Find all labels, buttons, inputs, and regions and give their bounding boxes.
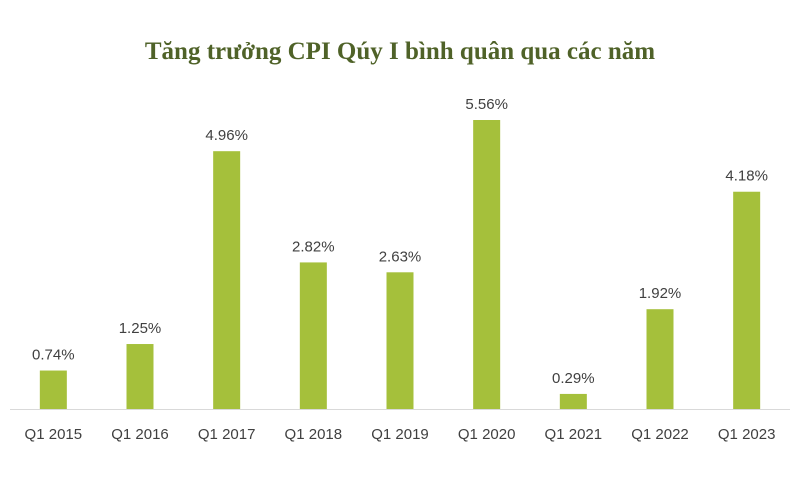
data-label: 5.56% — [465, 96, 508, 113]
chart-title: Tăng trưởng CPI Qúy I bình quân qua các … — [144, 38, 656, 65]
tick-labels-group: Q1 2015 Q1 2016 Q1 2017 Q1 2018 Q1 2019 Q1 20… — [25, 426, 776, 443]
data-label: 1.92% — [639, 285, 682, 302]
bar-q1-2018 — [299, 262, 327, 409]
data-label: 4.18% — [725, 168, 768, 185]
data-label: 0.74% — [32, 347, 75, 364]
x-tick-label: Q1 2016 — [111, 426, 169, 443]
x-tick-label: Q1 2021 — [545, 426, 603, 443]
data-label: 1.25% — [119, 320, 162, 337]
data-label: 2.82% — [292, 238, 335, 255]
bar-q1-2021 — [559, 393, 587, 409]
data-label: 4.96% — [205, 127, 248, 144]
x-tick-label: Q1 2019 — [371, 426, 429, 443]
x-tick-label: Q1 2022 — [631, 426, 689, 443]
value-labels-group: 0.74% 1.25% 4.96% 2.82% 2.63% 5.56% 0.29% 1.92%… — [32, 96, 768, 387]
bar-q1-2019 — [386, 272, 414, 409]
bars-group — [39, 120, 761, 409]
bar-q1-2016 — [126, 344, 154, 409]
x-tick-label: Q1 2023 — [718, 426, 776, 443]
x-tick-label: Q1 2015 — [25, 426, 83, 443]
data-label: 2.63% — [379, 248, 422, 265]
x-tick-label: Q1 2020 — [458, 426, 516, 443]
bar-q1-2015 — [39, 370, 67, 409]
x-tick-label: Q1 2017 — [198, 426, 256, 443]
bar-q1-2023 — [733, 191, 761, 409]
data-label: 0.29% — [552, 370, 595, 387]
bar-q1-2017 — [213, 151, 241, 409]
bar-q1-2022 — [646, 309, 674, 409]
bar-q1-2020 — [473, 120, 501, 409]
x-tick-label: Q1 2018 — [285, 426, 343, 443]
